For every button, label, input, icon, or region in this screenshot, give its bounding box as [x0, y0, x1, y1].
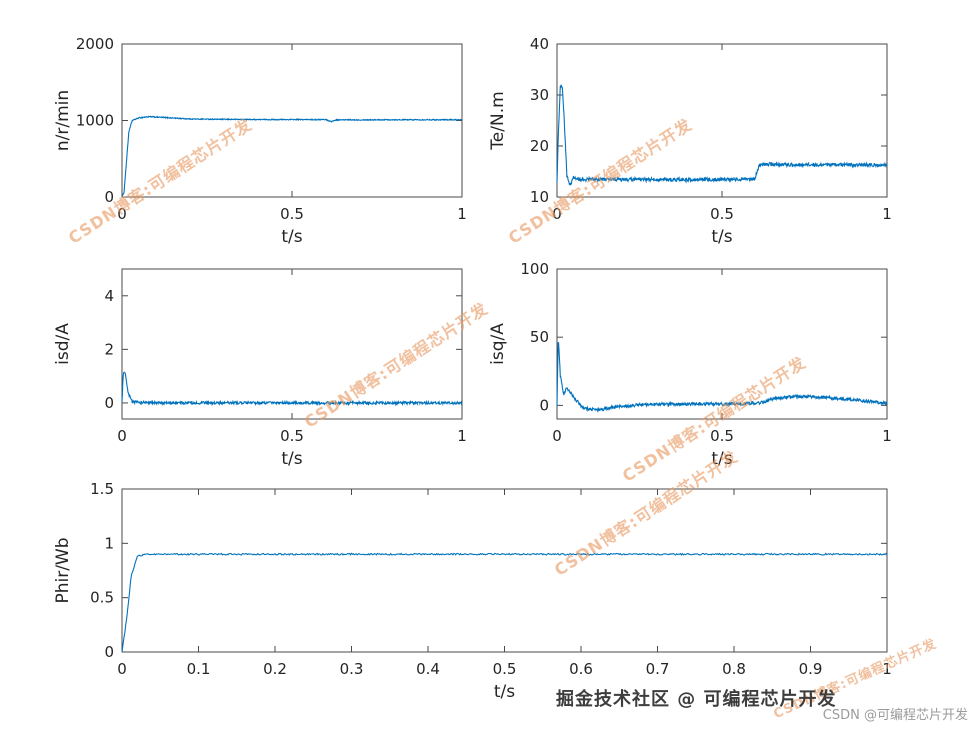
subplot-speed: 0 0.5 1 0 1000 2000 t/s n/r/min [53, 35, 467, 247]
x-tick-label: 0 [117, 427, 127, 445]
y-tick-label: 0 [104, 643, 114, 661]
x-tick-label: 1 [882, 205, 892, 223]
x-tick-label: 0.5 [280, 427, 304, 445]
y-tick-label: 30 [530, 86, 549, 104]
y-axis-label: Te/N.m [488, 91, 508, 150]
y-tick-label: 10 [530, 188, 549, 206]
x-tick-label: 0.6 [569, 660, 593, 678]
subplot-phir: 0 0.1 0.2 0.3 0.4 0.5 0.6 0.7 0.8 0.9 1 0 0.5 1 1.5 t/s… [53, 480, 892, 702]
x-tick-label: 0.3 [340, 660, 364, 678]
subplot-isd: 0 0.5 1 0 2 4 t/s isd/A [53, 268, 467, 469]
x-tick-label: 1 [457, 205, 467, 223]
y-tick-label: 0 [104, 394, 114, 412]
y-tick-label: 0 [104, 188, 114, 206]
subplot-isq: 0 0.5 1 0 50 100 t/s isq/A [488, 260, 892, 469]
y-tick-label: 4 [104, 287, 114, 305]
y-axis-label: isd/A [53, 323, 73, 365]
series-line [121, 115, 462, 198]
y-tick-label: 1.5 [90, 480, 114, 498]
x-tick-label: 0 [552, 205, 562, 223]
x-tick-label: 0.5 [493, 660, 517, 678]
x-tick-label: 0.8 [722, 660, 746, 678]
footer-credit: 掘金技术社区 @ 可编程芯片开发 [556, 689, 837, 710]
x-axis-label: t/s [281, 449, 302, 469]
y-tick-label: 1000 [76, 112, 114, 130]
y-tick-label: 0.5 [90, 589, 114, 607]
x-tick-label: 0.5 [710, 427, 734, 445]
x-tick-label: 1 [882, 660, 892, 678]
x-tick-label: 0 [117, 660, 127, 678]
axes-box [121, 43, 463, 198]
x-tick-label: 0.2 [263, 660, 287, 678]
x-tick-label: 1 [457, 427, 467, 445]
x-axis-label: t/s [494, 682, 515, 702]
x-tick-label: 0.9 [799, 660, 823, 678]
x-axis-label: t/s [281, 227, 302, 247]
x-tick-label: 1 [882, 427, 892, 445]
subplot-torque: 0 0.5 1 10 20 30 40 t/s Te/N.m [488, 35, 892, 247]
y-tick-label: 0 [539, 396, 549, 414]
x-axis-label: t/s [711, 227, 732, 247]
series-line [121, 552, 888, 653]
x-tick-label: 0.1 [187, 660, 211, 678]
x-tick-label: 0.5 [280, 205, 304, 223]
axes-box [556, 43, 888, 198]
y-axis-label: n/r/min [53, 90, 73, 151]
y-tick-label: 100 [520, 260, 549, 278]
y-tick-label: 40 [530, 35, 549, 53]
y-tick-label: 2000 [76, 35, 114, 53]
series-line [556, 341, 888, 414]
axes-box [121, 268, 463, 420]
y-tick-label: 1 [104, 534, 114, 552]
x-tick-label: 0.5 [710, 205, 734, 223]
x-axis-label: t/s [711, 449, 732, 469]
y-tick-label: 20 [530, 137, 549, 155]
x-tick-label: 0 [117, 205, 127, 223]
series-line [121, 371, 463, 407]
y-tick-label: 2 [104, 340, 114, 358]
axes-box [556, 268, 888, 420]
y-axis-label: isq/A [488, 323, 508, 365]
axes-box [121, 488, 888, 653]
x-tick-label: 0.4 [416, 660, 440, 678]
x-tick-label: 0.7 [646, 660, 670, 678]
y-axis-label: Phir/Wb [53, 537, 73, 603]
x-tick-label: 0 [552, 427, 562, 445]
series-line [556, 84, 888, 186]
y-tick-label: 50 [530, 328, 549, 346]
corner-watermark: CSDN @可编程芯片开发 [822, 708, 968, 723]
